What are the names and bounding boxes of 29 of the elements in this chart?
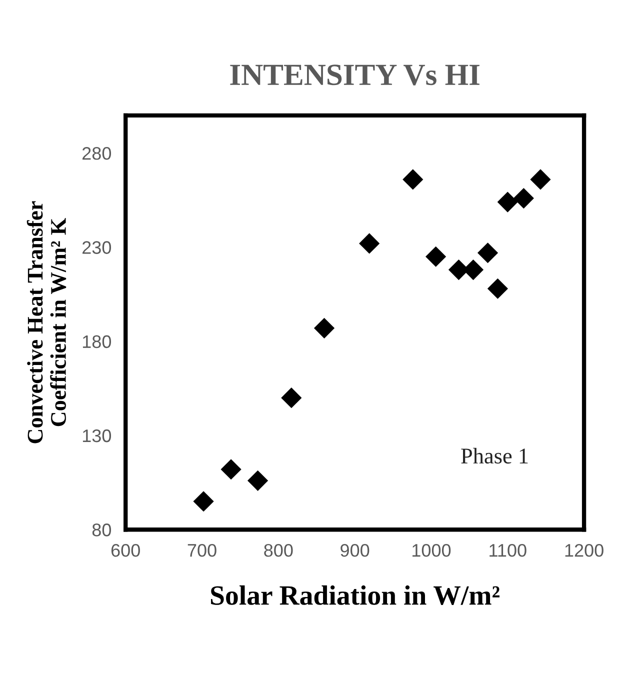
y-tick-label: 130 <box>82 429 112 442</box>
point <box>193 491 214 512</box>
x-tick-label: 600 <box>111 544 140 557</box>
point <box>513 188 534 209</box>
x-axis-title: Solar Radiation in W/m² <box>211 585 500 606</box>
chart-title: INTENSITY Vs HI <box>230 64 480 86</box>
annotation: Phase 1 <box>461 448 528 464</box>
point <box>314 318 335 338</box>
point <box>477 242 498 264</box>
point <box>247 470 268 491</box>
point <box>359 233 380 254</box>
point <box>281 388 302 408</box>
point <box>402 169 424 190</box>
point <box>220 459 242 480</box>
x-tick-label: 900 <box>340 544 370 557</box>
x-tick-label: 1000 <box>412 544 451 557</box>
y-axis-title: Convective Heat Transfer Coefficient in W/m² K <box>26 201 66 444</box>
point <box>487 278 508 299</box>
point <box>426 246 446 267</box>
x-tick-label: 1200 <box>565 544 604 557</box>
point <box>530 169 551 190</box>
y-tick-label: 80 <box>92 524 112 536</box>
x-tick-label: 1100 <box>490 544 526 557</box>
point <box>497 192 518 212</box>
y-tick-label: 180 <box>82 335 112 348</box>
y-tick-label: 280 <box>82 147 112 160</box>
x-tick-label: 700 <box>188 544 216 557</box>
y-tick-label: 230 <box>82 241 112 254</box>
x-tick-label: 800 <box>264 544 293 557</box>
